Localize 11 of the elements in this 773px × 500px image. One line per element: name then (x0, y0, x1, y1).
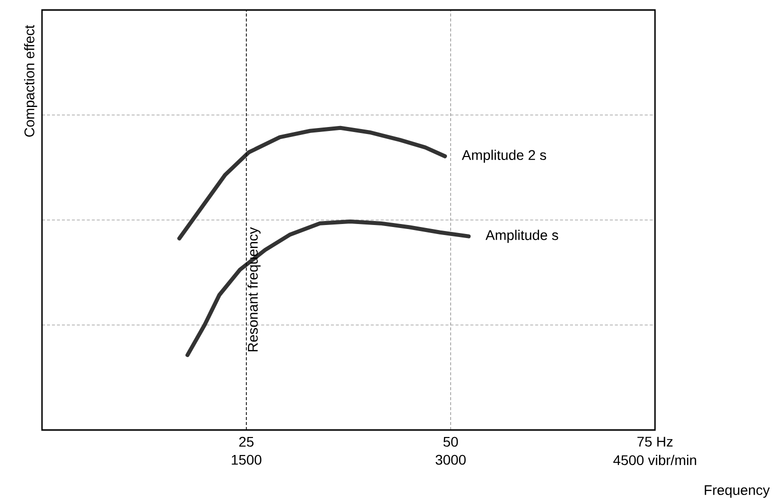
x-axis-title: Frequency (704, 485, 770, 498)
x-tick-label: 25 (239, 436, 254, 447)
x-tick-label: 75 Hz (637, 436, 673, 447)
ref-line-label: Resonant frequency (248, 227, 261, 352)
x-tick-label: 50 (443, 436, 458, 447)
y-axis-title: Compaction effect (24, 24, 38, 137)
x2-tick-label: 3000 (436, 454, 466, 465)
x2-tick-label: 1500 (232, 454, 262, 465)
x2-tick-label: 4500 vibr/min (613, 454, 696, 466)
series-label: Amplitude 2 s (462, 150, 546, 163)
series-label: Amplitude s (486, 230, 558, 243)
